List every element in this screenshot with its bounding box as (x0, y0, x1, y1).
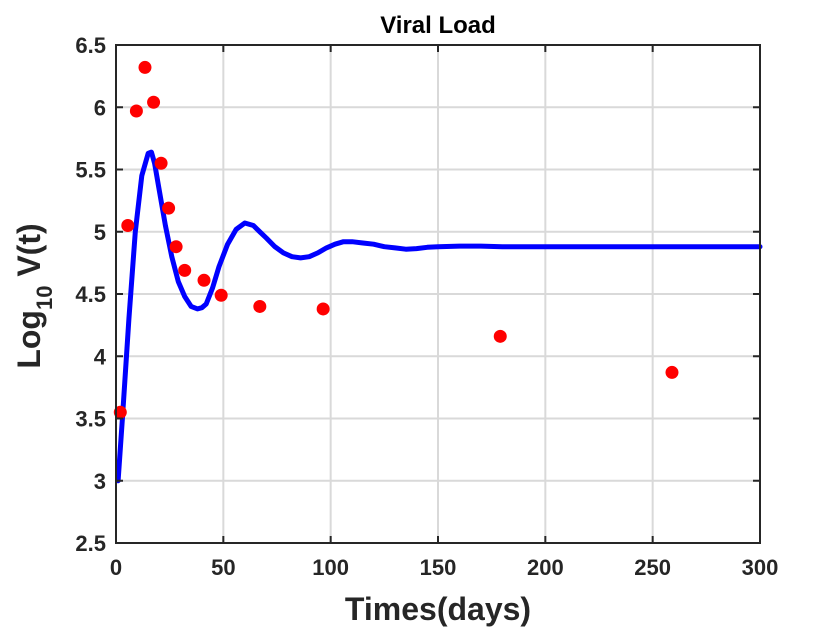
x-tick-label-3: 150 (420, 555, 457, 580)
series-1-point-0 (113, 405, 127, 419)
ticks: 0 50 100 150 200 250 300 2.5 3 3.5 4 4.5 5 5.5 6 6.5 (75, 33, 778, 580)
y-tick-label-0: 2.5 (75, 531, 106, 556)
x-tick-label-5: 250 (634, 555, 671, 580)
y-tick-label-3: 4 (94, 344, 107, 369)
series-1-point-5 (154, 156, 168, 170)
series-1-point-8 (178, 263, 192, 277)
series-1-point-7 (169, 240, 183, 254)
series-1-point-2 (129, 104, 143, 118)
y-tick-label-2: 3.5 (75, 407, 106, 432)
y-tick-label-6: 5.5 (75, 158, 106, 183)
series-layer (113, 60, 763, 484)
y-axis-label-suffix: V(t) (11, 223, 47, 285)
series-1-point-6 (162, 201, 176, 215)
series-1-point-4 (147, 95, 161, 109)
series-1-point-9 (197, 273, 211, 287)
x-tick-label-1: 50 (211, 555, 235, 580)
x-tick-label-4: 200 (527, 555, 564, 580)
series-1-point-10 (214, 288, 228, 302)
y-tick-label-7: 6 (94, 95, 106, 120)
x-axis-label: Times(days) (345, 591, 531, 627)
series-1-point-3 (138, 60, 152, 74)
y-axis-label-main: Log (11, 310, 47, 369)
x-tick-label-6: 300 (742, 555, 779, 580)
x-tick-label-2: 100 (312, 555, 349, 580)
series-1-point-12 (316, 302, 330, 316)
series-1-point-11 (253, 299, 267, 313)
y-tick-label-8: 6.5 (75, 33, 106, 58)
y-tick-label-4: 4.5 (75, 282, 106, 307)
y-axis-label-subscript: 10 (32, 286, 57, 310)
y-tick-label-5: 5 (94, 220, 106, 245)
series-1-point-13 (493, 329, 507, 343)
series-1-point-14 (665, 365, 679, 379)
series-0-line (115, 149, 763, 484)
series-1-point-1 (121, 219, 135, 233)
y-axis-label: Log10 V(t) (11, 223, 57, 368)
x-tick-label-0: 0 (110, 555, 122, 580)
chart-title: Viral Load (380, 12, 496, 39)
y-tick-label-1: 3 (94, 469, 106, 494)
